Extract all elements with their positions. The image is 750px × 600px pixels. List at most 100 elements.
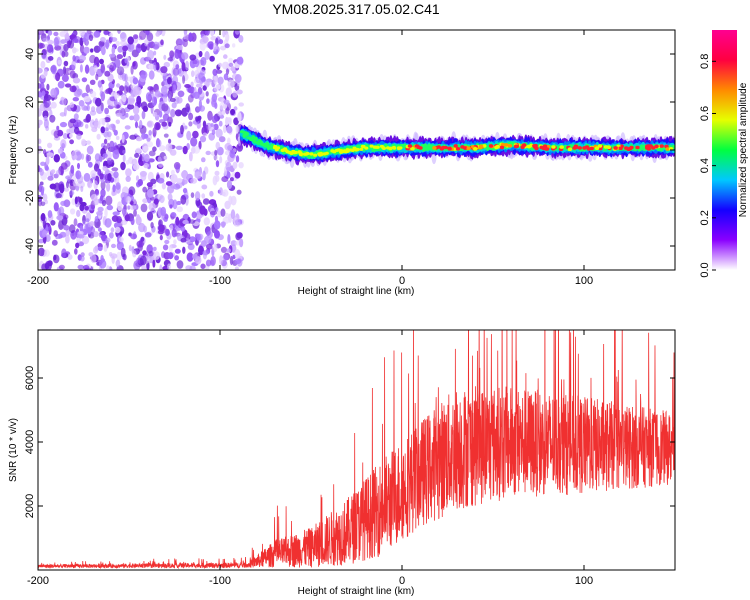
- signal-peak: [396, 146, 401, 150]
- noise-mark: [207, 110, 213, 121]
- noise-mark: [191, 70, 195, 78]
- noise-mark: [105, 195, 113, 206]
- noise-mark: [95, 97, 102, 107]
- noise-mark: [58, 206, 65, 216]
- noise-mark: [236, 232, 243, 239]
- noise-mark: [234, 249, 241, 259]
- noise-mark: [72, 55, 76, 62]
- noise-mark: [75, 185, 80, 191]
- noise-mark: [120, 161, 126, 171]
- noise-mark: [132, 105, 140, 115]
- noise-mark: [140, 236, 145, 242]
- noise-mark: [38, 247, 45, 257]
- noise-mark: [119, 40, 128, 46]
- noise-mark: [223, 73, 229, 81]
- noise-mark: [168, 138, 172, 144]
- noise-mark: [223, 54, 228, 59]
- noise-mark: [97, 80, 103, 88]
- noise-mark: [232, 161, 238, 169]
- noise-mark: [122, 149, 126, 154]
- noise-mark: [146, 120, 154, 128]
- noise-mark: [163, 61, 170, 68]
- noise-mark: [124, 58, 128, 64]
- noise-mark: [109, 53, 116, 58]
- noise-mark: [38, 82, 42, 89]
- noise-mark: [238, 102, 244, 107]
- noise-mark: [72, 77, 81, 84]
- noise-mark: [201, 184, 208, 190]
- noise-mark: [210, 256, 216, 266]
- noise-mark: [55, 72, 61, 82]
- noise-mark: [237, 112, 242, 122]
- noise-mark: [85, 153, 90, 164]
- noise-mark: [223, 125, 227, 134]
- noise-mark: [58, 264, 65, 270]
- noise-mark: [38, 119, 43, 126]
- noise-mark: [135, 147, 142, 153]
- noise-mark: [134, 153, 140, 158]
- noise-mark: [150, 222, 154, 229]
- signal-peak: [410, 147, 415, 151]
- noise-mark: [193, 78, 200, 84]
- noise-mark: [93, 65, 98, 73]
- noise-mark: [176, 260, 184, 269]
- noise-mark: [139, 30, 147, 40]
- noise-mark: [116, 54, 124, 60]
- noise-mark: [100, 180, 106, 191]
- noise-mark: [112, 211, 120, 216]
- noise-mark: [69, 169, 75, 177]
- noise-mark: [50, 64, 57, 75]
- noise-mark: [107, 99, 111, 106]
- noise-mark: [193, 91, 200, 100]
- noise-mark: [67, 254, 73, 260]
- noise-mark: [40, 60, 46, 69]
- signal-peak: [577, 146, 582, 150]
- noise-mark: [162, 113, 170, 122]
- noise-mark: [204, 51, 210, 60]
- noise-mark: [146, 140, 153, 148]
- signal-peak: [499, 145, 505, 150]
- noise-mark: [98, 231, 105, 239]
- noise-mark: [185, 60, 189, 71]
- spectrogram-xlabel: Height of straight line (km): [298, 286, 415, 297]
- noise-mark: [47, 44, 53, 53]
- noise-mark: [118, 236, 124, 243]
- noise-mark: [46, 83, 50, 91]
- noise-mark: [218, 39, 224, 45]
- signal-peak: [355, 147, 360, 152]
- signal-peak: [522, 143, 527, 147]
- noise-mark: [120, 32, 127, 42]
- noise-mark: [63, 30, 69, 34]
- noise-mark: [74, 36, 81, 44]
- noise-mark: [109, 232, 114, 239]
- noise-mark: [53, 154, 60, 163]
- noise-mark: [47, 175, 54, 181]
- noise-mark: [74, 119, 82, 127]
- noise-mark: [105, 87, 113, 94]
- noise-mark: [202, 85, 207, 91]
- noise-mark: [236, 143, 244, 152]
- noise-mark: [148, 59, 154, 64]
- noise-mark: [44, 262, 50, 270]
- noise-mark: [209, 55, 215, 62]
- signal-peak: [567, 147, 573, 151]
- signal-peak: [624, 146, 629, 150]
- noise-mark: [171, 212, 177, 217]
- noise-mark: [40, 73, 46, 79]
- noise-mark: [72, 97, 80, 102]
- y-tick-label: 20: [24, 96, 36, 108]
- noise-mark: [164, 239, 170, 245]
- noise-mark: [40, 161, 46, 166]
- signal-peak: [494, 145, 499, 150]
- noise-mark: [198, 50, 203, 58]
- colorbar: [712, 30, 737, 270]
- noise-mark: [53, 130, 60, 139]
- noise-mark: [104, 107, 109, 115]
- noise-mark: [106, 204, 114, 211]
- noise-mark: [94, 215, 99, 223]
- noise-mark: [80, 185, 84, 192]
- noise-mark: [44, 99, 51, 108]
- noise-mark: [90, 254, 97, 263]
- noise-mark: [115, 182, 121, 190]
- noise-mark: [75, 170, 82, 180]
